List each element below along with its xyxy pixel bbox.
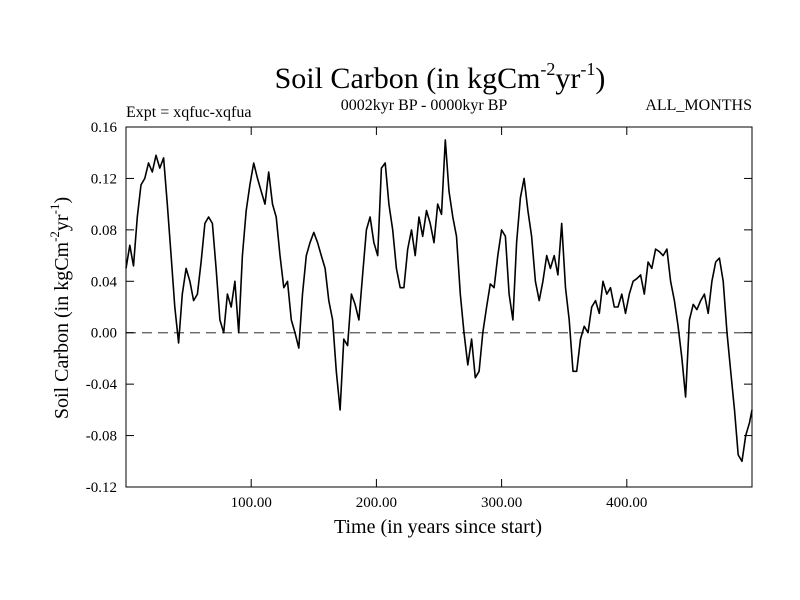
plot-frame bbox=[125, 126, 753, 488]
expt-label: Expt = xqfuc-xqfua bbox=[126, 104, 251, 121]
x-axis-ticks: 100.00 200.00 300.00 400.00 bbox=[231, 127, 647, 511]
y-tick-label: -0.12 bbox=[86, 480, 117, 496]
y-tick-label: 0.16 bbox=[91, 120, 118, 136]
y-tick-label: 0.12 bbox=[91, 171, 117, 187]
y-tick-label: 0.08 bbox=[91, 223, 117, 239]
x-tick-label: 100.00 bbox=[231, 495, 272, 511]
x-tick-label: 200.00 bbox=[356, 495, 397, 511]
y-axis-ticks: -0.12 -0.08 -0.04 0.00 0.04 0.08 0.12 0.16 bbox=[86, 120, 752, 496]
y-axis-label: Soil Carbon (in kgCm-2yr-1) bbox=[47, 197, 73, 419]
y-tick-label: 0.04 bbox=[91, 274, 118, 290]
period-label: 0002kyr BP - 0000kyr BP bbox=[341, 97, 508, 114]
x-tick-label: 300.00 bbox=[481, 495, 522, 511]
x-tick-label: 400.00 bbox=[606, 495, 647, 511]
x-axis-label: Time (in years since start) bbox=[334, 516, 542, 538]
months-label: ALL_MONTHS bbox=[645, 97, 752, 114]
y-tick-label: -0.04 bbox=[86, 377, 118, 393]
y-tick-label: 0.00 bbox=[91, 326, 117, 342]
soil-carbon-series-line bbox=[125, 139, 753, 463]
chart-title: Soil Carbon (in kgCm-2yr-1) bbox=[275, 59, 606, 95]
y-tick-label: -0.08 bbox=[86, 429, 117, 445]
